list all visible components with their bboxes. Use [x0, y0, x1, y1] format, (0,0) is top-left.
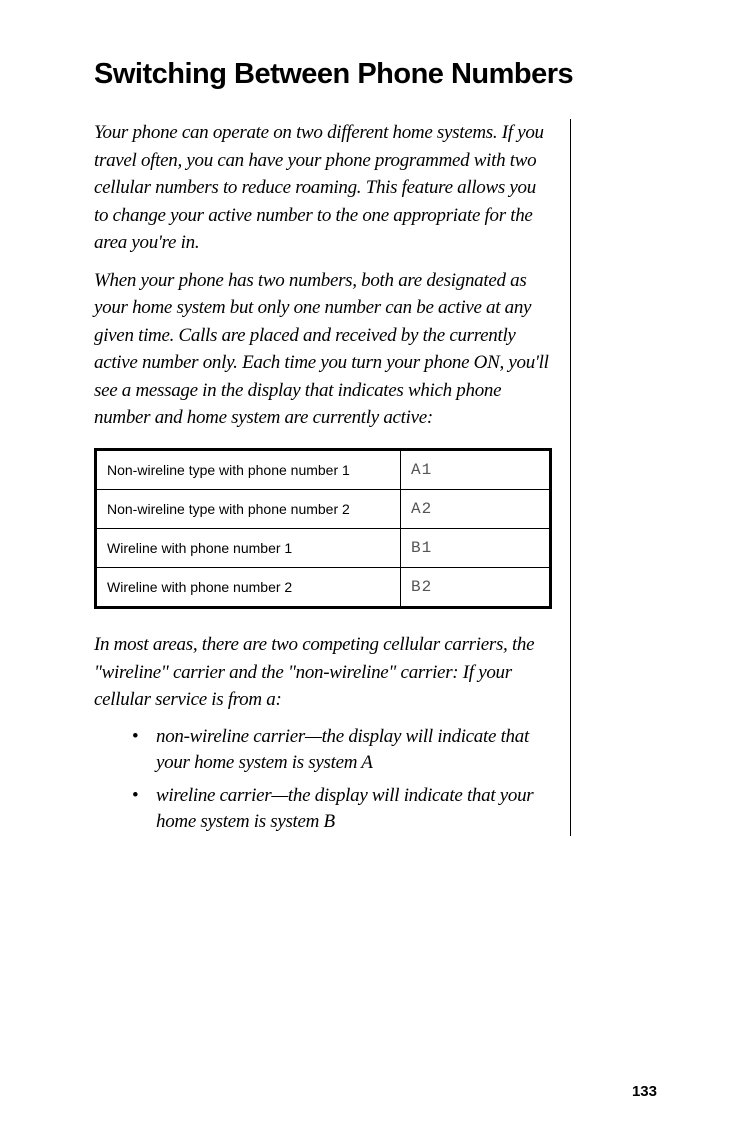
row-code: A1: [401, 450, 551, 490]
table-row: Non-wireline type with phone number 2 A2: [96, 490, 551, 529]
row-label: Wireline with phone number 1: [96, 529, 401, 568]
row-code: A2: [401, 490, 551, 529]
paragraph-1: Your phone can operate on two different …: [94, 119, 552, 257]
row-label: Non-wireline type with phone number 1: [96, 450, 401, 490]
system-codes-table: Non-wireline type with phone number 1 A1…: [94, 448, 552, 609]
codes-table: Non-wireline type with phone number 1 A1…: [94, 448, 552, 609]
table-row: Wireline with phone number 1 B1: [96, 529, 551, 568]
content-column: Your phone can operate on two different …: [94, 119, 571, 836]
paragraph-2: When your phone has two numbers, both ar…: [94, 267, 552, 432]
paragraph-3: In most areas, there are two competing c…: [94, 631, 552, 714]
page-title: Switching Between Phone Numbers: [94, 58, 653, 91]
bullet-list: non-wireline carrier—the display will in…: [94, 724, 552, 836]
row-label: Non-wireline type with phone number 2: [96, 490, 401, 529]
list-item: wireline carrier—the display will indica…: [132, 783, 552, 836]
row-label: Wireline with phone number 2: [96, 568, 401, 608]
table-row: Wireline with phone number 2 B2: [96, 568, 551, 608]
row-code: B2: [401, 568, 551, 608]
list-item: non-wireline carrier—the display will in…: [132, 724, 552, 777]
table-row: Non-wireline type with phone number 1 A1: [96, 450, 551, 490]
page-number: 133: [632, 1083, 657, 1100]
row-code: B1: [401, 529, 551, 568]
document-page: Switching Between Phone Numbers Your pho…: [0, 0, 731, 1142]
